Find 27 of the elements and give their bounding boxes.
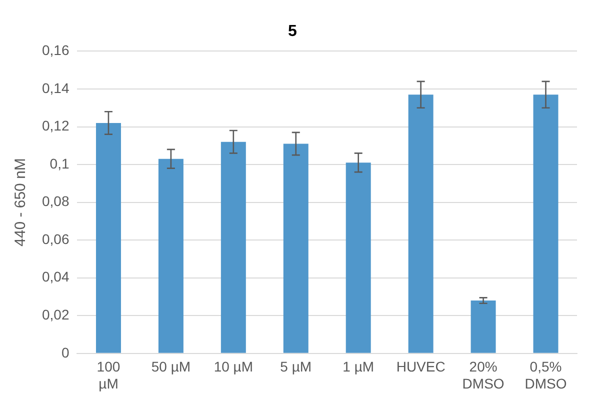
x-tick-label: HUVEC	[396, 358, 446, 375]
bar	[408, 94, 434, 353]
bar	[220, 142, 246, 353]
y-tick-label: 0,14	[42, 80, 70, 96]
y-tick-label: 0,12	[42, 118, 70, 134]
bar	[283, 144, 308, 353]
y-axis-title: 440 - 650 nM	[12, 158, 30, 246]
y-tick-label: 0,06	[42, 230, 70, 247]
y-tick-label: 0,02	[42, 306, 70, 322]
bar	[346, 162, 371, 353]
x-tick-label: 5 µM	[280, 358, 312, 375]
y-tick-label: 0	[61, 344, 70, 360]
chart-title: 5	[288, 23, 298, 40]
y-tick-label: 0,08	[42, 193, 70, 210]
y-tick-label: 0,04	[42, 268, 70, 285]
x-tick-label: 100 µM	[96, 358, 120, 392]
bar	[96, 122, 121, 353]
bar	[470, 300, 496, 353]
x-tick-label: 50 µM	[151, 358, 191, 375]
x-tick-label: 20% DMSO	[462, 358, 504, 392]
x-tick-label: 0,5% DMSO	[524, 358, 567, 392]
y-tick-label: 0,1	[50, 155, 70, 172]
bar	[158, 158, 184, 353]
bar	[533, 94, 558, 353]
y-tick-label: 0,16	[42, 42, 70, 58]
x-tick-label: 10 µM	[214, 358, 254, 375]
x-tick-label: 1 µM	[342, 358, 374, 375]
